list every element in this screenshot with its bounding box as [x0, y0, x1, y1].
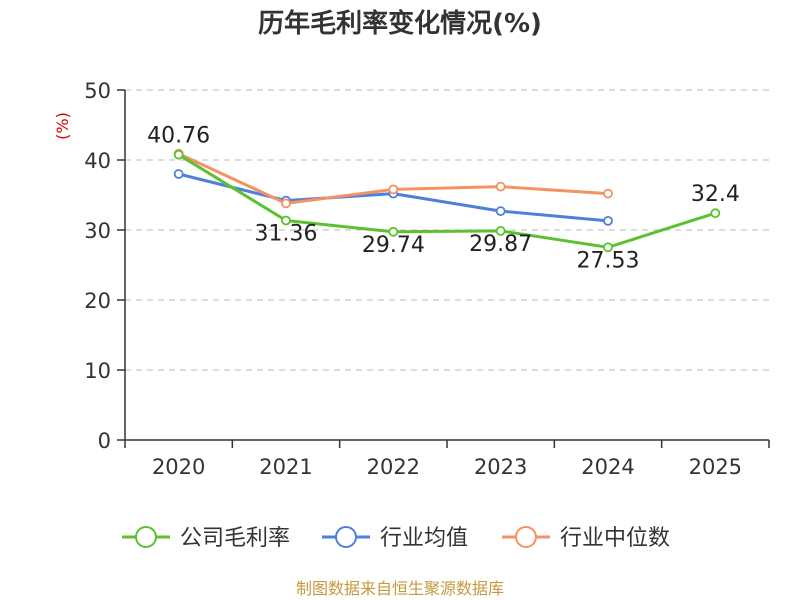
- data-point: [388, 184, 399, 195]
- data-label: 31.36: [255, 221, 318, 246]
- data-point: [603, 188, 613, 199]
- legend-swatch-marker: [515, 526, 537, 548]
- y-tick-label: 40: [84, 149, 111, 173]
- data-point: [173, 169, 184, 179]
- data-point: [710, 208, 721, 219]
- data-point: [281, 215, 291, 226]
- legend-swatch-marker: [335, 526, 357, 548]
- data-point: [495, 181, 506, 192]
- data-label: 29.87: [469, 232, 532, 257]
- data-point: [281, 198, 291, 209]
- data-point: [603, 215, 613, 226]
- data-point: [173, 149, 184, 160]
- y-tick-label: 20: [84, 289, 111, 313]
- legend-label: 行业均值: [380, 526, 468, 551]
- data-label: 32.4: [691, 182, 740, 207]
- y-tick-label: 0: [98, 429, 111, 453]
- x-tick-label: 2024: [581, 455, 634, 479]
- y-tick-label: 50: [84, 79, 111, 103]
- x-tick-label: 2021: [259, 455, 312, 479]
- x-tick-label: 2023: [474, 455, 527, 479]
- y-tick-label: 30: [84, 219, 111, 243]
- data-point: [495, 206, 506, 217]
- x-tick-label: 2025: [689, 455, 742, 479]
- source-note: 制图数据来自恒生聚源数据库: [296, 579, 504, 598]
- series-line-0: [177, 153, 716, 249]
- data-label: 40.76: [147, 124, 210, 149]
- data-point: [495, 226, 506, 236]
- y-axis-label: (%): [53, 112, 72, 140]
- y-tick-label: 10: [84, 359, 111, 383]
- data-label: 27.53: [577, 248, 640, 273]
- data-point: [388, 226, 399, 237]
- legend-swatch-marker: [135, 526, 157, 548]
- legend-label: 公司毛利率: [180, 526, 290, 551]
- chart-title: 历年毛利率变化情况(%): [258, 8, 542, 39]
- x-tick-label: 2022: [367, 455, 420, 479]
- x-tick-label: 2020: [152, 455, 205, 479]
- data-point: [603, 242, 613, 253]
- legend-label: 行业中位数: [560, 526, 670, 551]
- data-label: 29.74: [362, 233, 425, 258]
